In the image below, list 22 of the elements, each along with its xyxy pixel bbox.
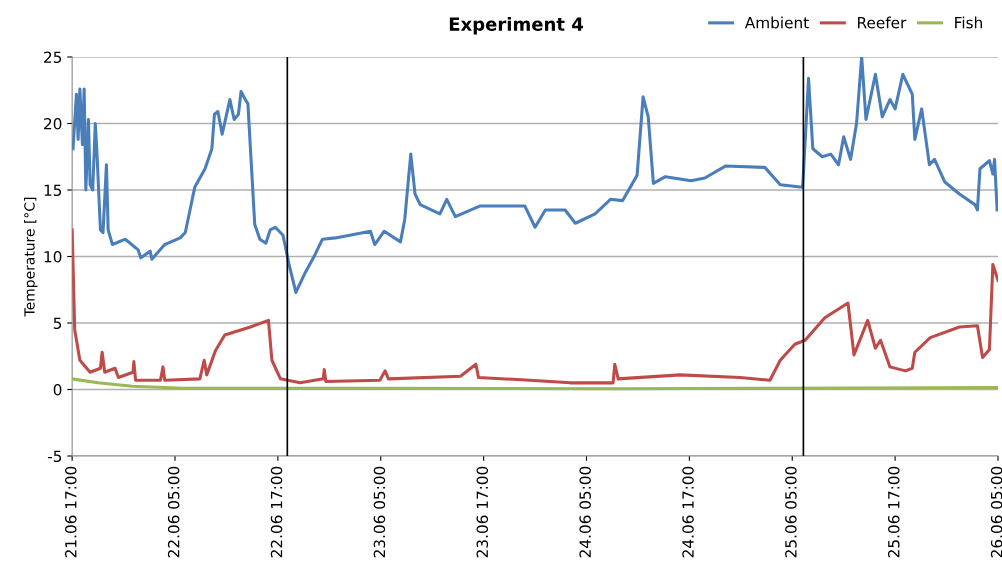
y-tick-label: 10 — [44, 250, 62, 263]
y-tick-label: 25 — [44, 51, 62, 64]
legend-label: Ambient — [744, 16, 809, 29]
x-tick-label: 23.06 05:00 — [373, 466, 386, 558]
y-tick-label: 0 — [53, 383, 62, 396]
y-tick-label: 20 — [44, 117, 62, 130]
x-tick-label: 25.06 05:00 — [785, 466, 797, 558]
x-tick-label: 22.06 17:00 — [270, 466, 283, 558]
chart-title: Experiment 4 — [449, 16, 584, 35]
y-tick-label: 5 — [53, 317, 62, 330]
y-tick-label: -5 — [47, 450, 62, 463]
x-tick-label: 26.06 05:00 — [990, 466, 1002, 558]
x-tick-label: 24.06 05:00 — [579, 466, 591, 558]
x-tick-label: 21.06 17:00 — [65, 466, 77, 558]
x-tick-label: 22.06 05:00 — [167, 466, 180, 558]
x-tick-label: 25.06 17:00 — [888, 466, 900, 558]
x-tick-label: 23.06 17:00 — [476, 466, 489, 558]
x-tick-label: 24.06 17:00 — [682, 466, 694, 558]
legend-label: Fish — [955, 16, 982, 29]
y-tick-label: 15 — [44, 184, 62, 197]
legend-label: Reefer — [858, 16, 907, 29]
y-axis-title: Temperature [°C] — [23, 197, 38, 317]
